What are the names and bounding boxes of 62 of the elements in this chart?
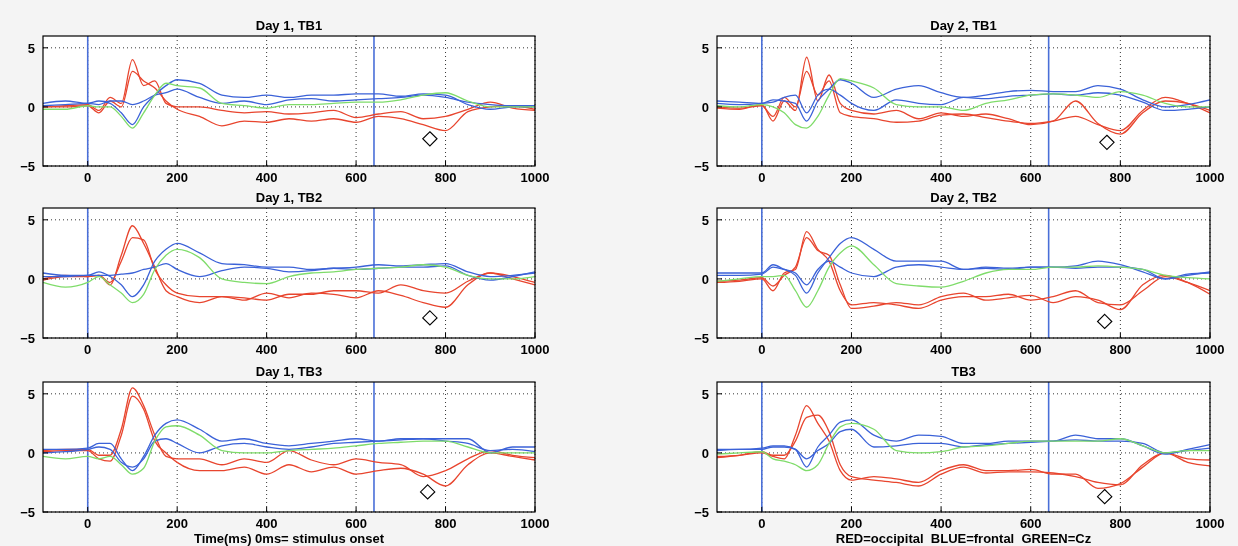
x-axis-title: RED=occipital BLUE=frontal GREEN=Cz [835, 531, 1092, 546]
x-tick-label: 0 [758, 516, 766, 531]
x-tick-label: 400 [255, 342, 278, 357]
y-tick-label: 5 [701, 40, 709, 56]
chart-title: Day 2, TB2 [930, 190, 997, 205]
x-tick-label: 800 [1109, 516, 1132, 531]
x-tick-label: 200 [840, 342, 863, 357]
y-tick-label: 0 [27, 271, 35, 287]
y-tick-label: 0 [27, 445, 35, 461]
x-tick-label: 200 [166, 516, 189, 531]
x-tick-label: 0 [84, 170, 92, 185]
y-tick-label: 5 [27, 386, 35, 402]
x-tick-label: 1000 [520, 170, 550, 185]
x-tick-label: 800 [434, 342, 457, 357]
x-tick-label: 800 [1109, 170, 1132, 185]
x-tick-label: 800 [1109, 342, 1132, 357]
x-tick-label: 1000 [1195, 342, 1225, 357]
x-tick-label: 600 [345, 516, 367, 531]
x-tick-label: 200 [166, 342, 189, 357]
x-tick-label: 400 [930, 170, 952, 185]
y-tick-label: 0 [701, 445, 709, 461]
y-tick-label: 5 [27, 40, 35, 56]
y-tick-label: −5 [20, 331, 35, 346]
x-tick-label: 0 [758, 170, 766, 185]
x-tick-label: 600 [1019, 516, 1042, 531]
x-tick-label: 200 [840, 516, 863, 531]
y-tick-label: 0 [701, 271, 709, 287]
x-tick-label: 1000 [1195, 170, 1225, 185]
x-tick-label: 400 [255, 516, 278, 531]
chart-title: Day 1, TB1 [255, 18, 323, 33]
y-tick-label: 5 [27, 212, 35, 228]
y-tick-label: −5 [694, 331, 709, 346]
y-tick-label: 5 [701, 212, 709, 228]
x-tick-label: 200 [840, 170, 863, 185]
x-tick-label: 400 [255, 170, 278, 185]
x-tick-label: 0 [84, 342, 92, 357]
chart-title: TB3 [951, 364, 976, 379]
chart-title: Day 1, TB3 [255, 364, 323, 379]
y-tick-label: −5 [694, 159, 709, 174]
x-tick-label: 1000 [520, 516, 550, 531]
x-tick-label: 600 [345, 170, 367, 185]
y-tick-label: 0 [27, 99, 35, 115]
x-tick-label: 200 [166, 170, 189, 185]
x-tick-label: 600 [1019, 342, 1042, 357]
chart-title: Day 2, TB1 [930, 18, 997, 33]
x-tick-label: 400 [930, 342, 952, 357]
x-tick-label: 400 [930, 516, 952, 531]
x-axis-title: Time(ms) 0ms= stimulus onset [193, 531, 385, 546]
y-tick-label: 5 [701, 386, 709, 402]
y-tick-label: −5 [20, 505, 35, 520]
y-tick-label: −5 [694, 505, 709, 520]
x-tick-label: 1000 [1195, 516, 1225, 531]
x-tick-label: 600 [1019, 170, 1042, 185]
x-tick-label: 800 [434, 516, 457, 531]
y-tick-label: −5 [20, 159, 35, 174]
x-tick-label: 800 [434, 170, 457, 185]
y-tick-label: 0 [701, 99, 709, 115]
x-tick-label: 600 [345, 342, 367, 357]
x-tick-label: 0 [84, 516, 92, 531]
x-tick-label: 1000 [520, 342, 550, 357]
chart-title: Day 1, TB2 [255, 190, 323, 205]
x-tick-label: 0 [758, 342, 766, 357]
